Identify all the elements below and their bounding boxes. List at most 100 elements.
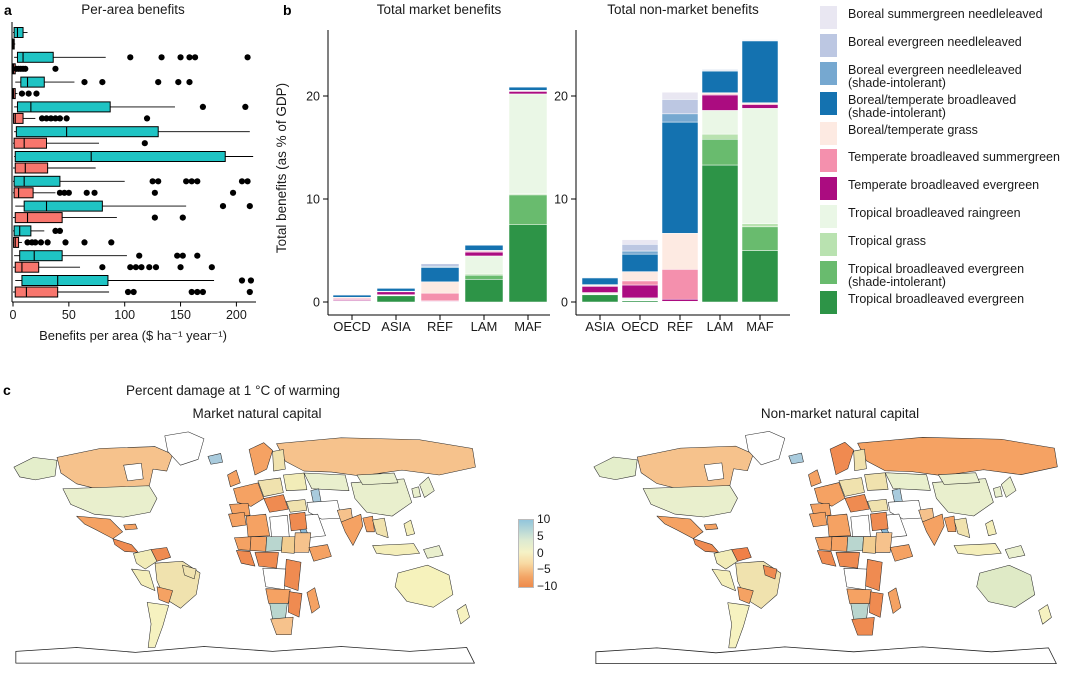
legend-label: Boreal summergreen needleleaved — [848, 7, 1043, 21]
map-region-mexico — [76, 515, 123, 539]
legend-label: Temperate broadleaved evergreen — [848, 178, 1040, 193]
legend-swatch — [820, 290, 837, 314]
map-region-mexico — [656, 515, 704, 539]
map-region-nigeria — [254, 552, 279, 569]
map-region-korea — [993, 486, 1003, 498]
colorbar-tick-label: −5 — [537, 562, 551, 577]
non-market-natural-capital-map — [593, 431, 1058, 665]
svg-text:0: 0 — [561, 296, 568, 310]
svg-text:OECD: OECD — [621, 319, 659, 334]
map-region-camerica — [693, 538, 720, 553]
legend-label: Tropical broadleaved evergreen — [848, 291, 1025, 306]
svg-text:0: 0 — [313, 296, 320, 310]
map-region-chad — [281, 536, 296, 554]
per-area-benefits-boxplot: Per-area benefits 0 50 100 150 200 Benefits pe… — [10, 2, 256, 343]
svg-text:MAF: MAF — [746, 319, 774, 334]
legend-swatch — [820, 149, 837, 173]
map-region-uk — [227, 469, 241, 488]
map-region-brazil_ne — [762, 564, 778, 580]
map-region-madagascar — [306, 587, 320, 614]
legend-label: Boreal evergreen needleleaved — [848, 34, 1022, 49]
legend-label: Tropical broadleaved raingreen — [848, 205, 1021, 220]
colorbar-tick-label: 5 — [537, 528, 544, 543]
map-region-egypt — [288, 511, 308, 532]
legend-item: Boreal evergreen needleleaved (shade-into… — [820, 61, 1078, 91]
map-region-turkey — [286, 499, 308, 513]
map-region-kazakh — [303, 472, 350, 491]
map-region-wafrica — [817, 550, 837, 567]
market-natural-capital-map — [13, 431, 476, 664]
map-region-png — [423, 545, 444, 559]
legend-item: Boreal/temperate broadleaved (shade-intol… — [820, 91, 1078, 121]
map-region-antarctica — [15, 646, 475, 664]
damage-colorbar — [518, 519, 534, 588]
map-region-mali — [249, 536, 267, 552]
map-region-argentina — [146, 602, 169, 648]
map-region-bolivia — [737, 586, 754, 604]
svg-text:Benefits per area ($ ha⁻¹ year: Benefits per area ($ ha⁻¹ year⁻¹) — [39, 328, 227, 343]
legend-label: Tropical grass — [848, 233, 927, 248]
map-region-safrica — [270, 616, 294, 635]
vegetation-legend: Boreal summergreen needleleaved Boreal ev… — [820, 5, 1078, 317]
svg-text:50: 50 — [62, 308, 76, 322]
map-region-china — [350, 478, 413, 517]
map-region-japan — [419, 476, 435, 498]
map-region-philippines — [985, 519, 997, 536]
map-region-eeurope — [283, 472, 308, 491]
map-region-indochina — [372, 517, 389, 538]
legend-swatch — [820, 177, 837, 201]
map-region-congo — [262, 567, 287, 590]
colorbar-tick-label: 0 — [537, 545, 544, 560]
map-region-botswana — [850, 603, 869, 620]
svg-text:10: 10 — [306, 193, 320, 207]
map-region-niger — [265, 536, 283, 552]
map-region-morocco — [228, 511, 247, 528]
map-region-cuba — [703, 523, 719, 531]
legend-swatch — [820, 33, 837, 57]
map-region-weurope — [814, 482, 846, 507]
svg-text:200: 200 — [226, 308, 247, 322]
map-region-mali — [830, 536, 849, 552]
map-region-congo — [843, 567, 868, 591]
svg-text:100: 100 — [114, 308, 135, 322]
left-map-title: Market natural capital — [192, 406, 322, 421]
map-region-indonesia — [372, 543, 420, 556]
svg-text:ASIA: ASIA — [585, 319, 615, 334]
map-region-india — [340, 513, 364, 546]
map-region-cuba — [123, 523, 138, 531]
svg-text:LAM: LAM — [471, 319, 498, 334]
map-region-norway_sweden — [829, 441, 854, 475]
map-region-colombia — [713, 549, 738, 570]
map-region-peru — [711, 568, 736, 592]
map-region-nz — [1038, 604, 1052, 625]
map-region-japan — [1001, 476, 1017, 498]
map-region-mauritania — [815, 536, 833, 551]
panel-b-label: b — [283, 2, 292, 18]
map-region-alaska — [593, 456, 638, 480]
map-region-iceland — [788, 452, 804, 465]
map-region-morocco — [809, 511, 828, 528]
map-region-myanmar — [943, 515, 957, 533]
map-region-india — [922, 513, 945, 546]
map-region-nz — [456, 604, 470, 625]
map-region-venezuela — [731, 547, 752, 562]
map-region-libya — [269, 514, 290, 537]
legend-swatch — [820, 232, 837, 256]
map-region-alaska — [13, 457, 58, 481]
map-region-korea — [411, 486, 421, 498]
legend-item: Temperate broadleaved evergreen — [820, 176, 1078, 204]
svg-text:ASIA: ASIA — [381, 319, 411, 334]
map-region-kazakh — [884, 472, 931, 491]
legend-item: Boreal/temperate grass — [820, 121, 1078, 149]
legend-swatch — [820, 61, 837, 85]
legend-label: Boreal/temperate broadleaved (shade-intol… — [848, 92, 1017, 121]
map-region-myanmar — [362, 515, 375, 533]
map-region-mozambique — [288, 591, 303, 618]
map-region-ethiopia — [889, 544, 913, 562]
map-region-eafrica — [865, 559, 883, 592]
svg-text:REF: REF — [427, 319, 453, 334]
map-region-nigeria — [835, 552, 860, 569]
legend-item: Tropical broadleaved raingreen — [820, 204, 1078, 232]
map-region-weurope — [233, 482, 265, 507]
legend-item: Temperate broadleaved summergreen — [820, 148, 1078, 176]
